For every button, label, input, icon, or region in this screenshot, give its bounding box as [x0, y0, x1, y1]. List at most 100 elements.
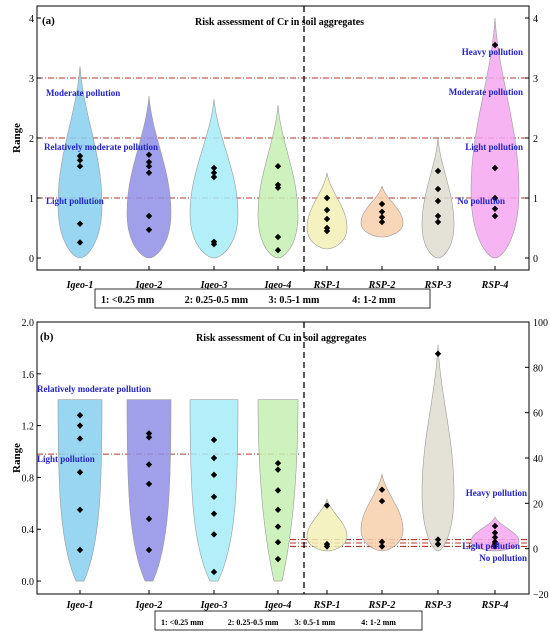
legend-entry: 1: <0.25 mm: [101, 295, 155, 306]
data-point: [378, 543, 386, 550]
annotation-label: No pollution: [457, 196, 505, 206]
data-point: [210, 169, 218, 176]
data-point: [210, 510, 218, 517]
annotation-label: Light pollution: [46, 196, 104, 206]
data-point: [145, 480, 153, 488]
data-point: [145, 158, 153, 166]
data-point: [434, 167, 442, 175]
x-tick-label: RSP-2: [368, 280, 396, 291]
y2-tick-label: 0: [533, 545, 538, 556]
data-point: [145, 226, 153, 233]
y-axis-label: Range: [11, 443, 23, 473]
x-tick-label: Igeo-1: [66, 600, 94, 611]
x-tick-label: Igeo-4: [264, 600, 292, 611]
panel-label: (a): [42, 15, 55, 27]
y2-tick-label: 2: [533, 134, 538, 145]
x-tick-label: RSP-4: [481, 280, 509, 291]
data-point: [491, 543, 499, 550]
panel-b: 0.0 0.4 0.8 1.2 1.6 2.0 −20 0 20 40 60 80 100 Igeo-1 I…: [11, 318, 549, 631]
legend-entry: 4: 1-2 mm: [352, 295, 396, 306]
data-point: [378, 200, 386, 208]
data-point: [210, 471, 218, 479]
data-point: [491, 534, 499, 541]
data-point: [145, 163, 153, 170]
legend-entry: 2: 0.25-0.5 mm: [185, 295, 249, 306]
data-point: [378, 218, 386, 226]
data-point: [76, 412, 84, 419]
data-point: [210, 454, 218, 462]
data-point: [378, 208, 386, 215]
legend-box: [94, 288, 431, 309]
y2-tick-label: 1: [533, 194, 538, 205]
data-point: [434, 536, 442, 543]
violin-Igeo-3: [189, 399, 239, 582]
legend-entry: 4: 1-2 mm: [361, 618, 396, 627]
data-point: [378, 214, 386, 221]
data-point: [76, 239, 84, 246]
data-point: [434, 197, 442, 205]
panel-a: 0 1 2 3 4 0 1 2 3 4 Igeo-1 Igeo-2 Igeo-3 Igeo-4 RSP-1 R…: [11, 5, 538, 309]
data-point: [210, 164, 218, 172]
data-point: [274, 555, 282, 563]
y2-tick-label: 4: [533, 14, 538, 25]
data-point: [145, 461, 153, 468]
legend-box: [154, 610, 423, 631]
data-point: [76, 163, 84, 170]
data-point: [323, 215, 331, 223]
data-point: [145, 434, 153, 441]
violin-Igeo-2: [126, 399, 172, 582]
violin-Igeo-1: [57, 399, 103, 582]
data-point: [76, 422, 84, 429]
data-point: [434, 185, 442, 193]
x-tick-label: Igeo-4: [264, 280, 292, 291]
data-point: [76, 152, 84, 160]
data-point: [76, 435, 84, 442]
data-point: [210, 436, 218, 444]
y2-tick-label: 3: [533, 74, 538, 85]
legend-entry: 1: <0.25 mm: [161, 618, 204, 627]
data-point: [274, 506, 282, 514]
y-axis-label: Range: [11, 123, 23, 153]
data-point: [491, 522, 499, 530]
data-point: [76, 546, 84, 554]
data-point: [145, 169, 153, 176]
annotation-label: No pollution: [479, 553, 527, 563]
data-point: [210, 241, 218, 248]
data-point: [145, 151, 153, 158]
x-tick-label: RSP-3: [424, 600, 452, 611]
violin-RSP-1: [306, 498, 348, 552]
y-tick-label: 1.6: [22, 370, 35, 381]
data-point: [274, 538, 282, 546]
data-point: [274, 233, 282, 241]
x-tick-label: Igeo-2: [135, 280, 163, 291]
data-point: [378, 486, 386, 493]
data-point: [491, 41, 499, 49]
data-point: [323, 227, 331, 235]
x-tick-label: RSP-3: [424, 280, 452, 291]
annotation-label: Relatively moderate pollution: [37, 384, 151, 394]
data-point: [323, 206, 331, 214]
y2-tick-label: 100: [533, 318, 548, 329]
legend-entry: 3: 0.5-1 mm: [269, 295, 320, 306]
data-point: [274, 459, 282, 467]
y-tick-label: 1.2: [22, 422, 35, 433]
data-point: [145, 515, 153, 523]
violin-RSP-4: [470, 17, 520, 259]
data-point: [491, 529, 499, 536]
data-point: [323, 194, 331, 202]
x-tick-label: Igeo-3: [200, 280, 228, 291]
violin-RSP-3: [421, 344, 455, 552]
y-tick-label: 2: [29, 134, 34, 145]
data-point: [434, 212, 442, 220]
data-point: [274, 487, 282, 494]
data-point: [274, 163, 282, 170]
x-tick-label: Igeo-3: [200, 600, 228, 611]
data-point: [378, 497, 386, 505]
data-point: [274, 184, 282, 191]
y2-tick-label: −20: [533, 590, 549, 601]
annotation-label: Light pollution: [37, 454, 95, 464]
violin-Igeo-4: [257, 104, 299, 259]
chart-title: Risk assessment of Cu in soil aggregates: [196, 333, 366, 344]
y2-tick-label: 0: [533, 254, 538, 265]
